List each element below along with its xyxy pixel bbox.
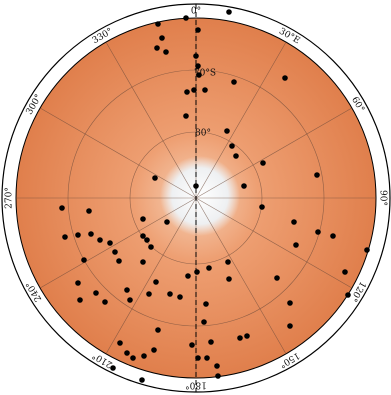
site-marker — [314, 172, 320, 178]
site-marker — [215, 373, 221, 379]
site-marker — [130, 355, 136, 361]
site-marker — [191, 87, 197, 93]
site-marker — [193, 183, 199, 189]
site-marker — [214, 363, 220, 369]
site-marker — [88, 231, 94, 237]
site-marker — [152, 175, 158, 181]
site-marker — [81, 257, 87, 263]
longitude-label: 180° — [185, 380, 207, 390]
site-marker — [144, 237, 150, 243]
site-marker — [208, 339, 214, 345]
site-marker — [151, 347, 157, 353]
site-marker — [75, 232, 81, 238]
site-marker — [77, 297, 83, 303]
site-marker — [86, 208, 92, 214]
site-marker — [330, 233, 336, 239]
site-marker — [116, 258, 122, 264]
site-marker — [195, 27, 201, 33]
site-marker — [164, 219, 170, 225]
site-marker — [139, 377, 145, 383]
longitude-label: 0° — [191, 7, 201, 17]
site-marker — [259, 204, 265, 210]
site-marker — [233, 153, 239, 159]
site-marker — [163, 49, 169, 55]
site-marker — [146, 291, 152, 297]
site-marker — [117, 340, 123, 346]
site-marker — [140, 259, 146, 265]
site-marker — [154, 45, 160, 51]
site-marker — [195, 63, 201, 69]
site-marker — [184, 89, 190, 95]
site-marker — [241, 183, 247, 189]
site-marker — [195, 355, 201, 361]
site-marker — [291, 219, 297, 225]
site-marker — [75, 280, 81, 286]
site-marker — [97, 237, 103, 243]
site-marker — [274, 275, 280, 281]
site-marker — [141, 353, 147, 359]
site-marker — [153, 279, 159, 285]
site-marker — [229, 143, 235, 149]
site-marker — [93, 290, 99, 296]
site-marker — [201, 319, 207, 325]
site-marker — [342, 269, 348, 275]
site-marker — [107, 240, 113, 246]
site-marker — [155, 21, 161, 27]
site-marker — [260, 160, 266, 166]
site-marker — [202, 87, 208, 93]
site-marker — [112, 249, 118, 255]
site-marker — [140, 216, 146, 222]
site-marker — [167, 291, 173, 297]
site-marker — [206, 265, 212, 271]
site-marker — [287, 300, 293, 306]
site-marker — [225, 259, 231, 265]
site-marker — [193, 53, 199, 59]
longitude-label: 90° — [378, 190, 388, 206]
site-marker — [237, 335, 243, 341]
site-marker — [155, 327, 161, 333]
site-marker — [226, 276, 232, 282]
site-marker — [224, 128, 230, 134]
site-marker — [364, 247, 370, 253]
site-marker — [148, 244, 154, 250]
site-marker — [196, 72, 202, 78]
site-marker — [62, 234, 68, 240]
site-marker — [183, 113, 189, 119]
site-marker — [231, 79, 237, 85]
site-marker — [189, 342, 195, 348]
site-marker — [194, 269, 200, 275]
site-marker — [204, 355, 210, 361]
polar-map: 70°S 80° 0°30°E60°90°120°150°180°210°240… — [0, 0, 391, 395]
site-marker — [282, 75, 288, 81]
site-marker — [127, 297, 133, 303]
site-marker — [203, 301, 209, 307]
site-marker — [102, 299, 108, 305]
site-marker — [183, 15, 189, 21]
site-marker — [59, 205, 65, 211]
longitude-label: 270° — [5, 187, 15, 209]
site-marker — [159, 35, 165, 41]
site-marker — [177, 294, 183, 300]
site-marker — [185, 273, 191, 279]
site-marker — [244, 333, 250, 339]
site-marker — [140, 233, 146, 239]
site-marker — [226, 9, 232, 15]
site-marker — [293, 242, 299, 248]
site-marker — [315, 229, 321, 235]
site-marker — [124, 350, 130, 356]
site-marker — [124, 287, 130, 293]
latitude-label: 80° — [195, 129, 211, 139]
site-marker — [287, 323, 293, 329]
